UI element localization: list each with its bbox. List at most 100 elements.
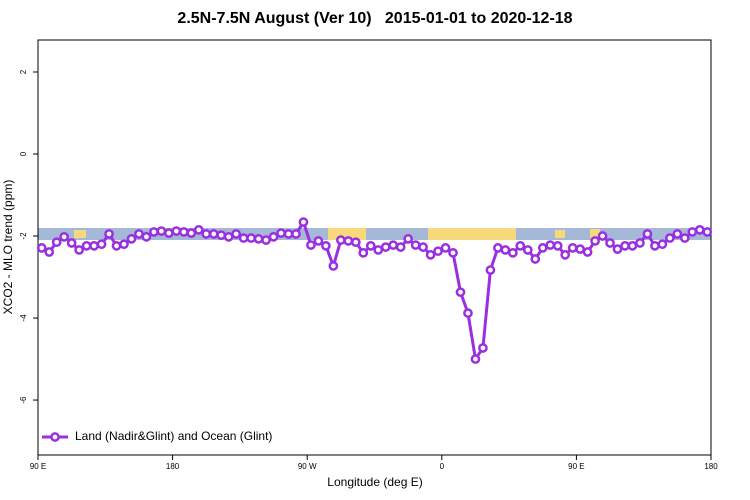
- land-patch: [74, 230, 86, 238]
- data-point: [89, 241, 99, 251]
- data-point: [380, 242, 391, 252]
- data-point: [672, 229, 683, 239]
- data-point: [560, 250, 571, 260]
- data-point: [567, 243, 578, 253]
- data-point: [126, 234, 137, 244]
- data-point: [500, 245, 511, 255]
- data-point: [231, 229, 242, 239]
- data-point: [201, 229, 212, 239]
- data-point: [388, 240, 399, 250]
- data-point: [545, 240, 556, 250]
- data-point: [642, 229, 653, 239]
- data-point: [111, 241, 122, 251]
- data-point: [74, 245, 84, 255]
- data-point: [620, 241, 630, 251]
- land-patch: [428, 228, 516, 240]
- data-point: [537, 243, 548, 253]
- data-point: [164, 228, 174, 238]
- data-point: [530, 254, 541, 264]
- data-point: [650, 241, 660, 251]
- data-point: [343, 236, 354, 246]
- data-point: [418, 242, 428, 252]
- data-point: [238, 233, 249, 243]
- data-point: [321, 241, 331, 251]
- data-point: [44, 247, 55, 257]
- data-point: [358, 247, 369, 258]
- x-tick-label: 180: [166, 462, 180, 471]
- data-point: [81, 241, 92, 251]
- data-point: [66, 238, 77, 248]
- data-point: [470, 354, 481, 364]
- x-tick-label: 0: [440, 462, 445, 471]
- data-point: [612, 244, 623, 254]
- data-point: [208, 229, 219, 239]
- data-point: [635, 238, 645, 248]
- legend-marker: [50, 432, 60, 442]
- data-point: [186, 228, 197, 238]
- data-point: [365, 241, 376, 251]
- x-tick-label: 90 E: [568, 462, 584, 471]
- data-point: [679, 233, 690, 243]
- land-patch: [555, 230, 565, 238]
- data-point: [268, 231, 279, 242]
- data-point: [627, 241, 638, 251]
- data-point: [336, 235, 346, 245]
- x-axis-label: Longitude (deg E): [327, 475, 422, 489]
- data-point: [485, 265, 496, 275]
- x-tick-label: 180: [704, 462, 718, 471]
- data-point: [246, 233, 256, 243]
- data-point: [657, 239, 668, 250]
- data-point: [373, 245, 384, 255]
- data-point: [425, 250, 436, 260]
- data-point: [605, 238, 615, 248]
- chart-title: 2.5N-7.5N August (Ver 10) 2015-01-01 to …: [177, 10, 572, 27]
- x-tick-label: 90 E: [30, 462, 46, 471]
- data-point: [522, 245, 533, 255]
- data-point: [119, 239, 129, 250]
- legend-label: Land (Nadir&Glint) and Ocean (Glint): [75, 429, 272, 443]
- data-point: [590, 236, 600, 246]
- data-point: [478, 343, 488, 353]
- data-point: [313, 236, 324, 246]
- data-point: [141, 231, 152, 242]
- y-tick-label: 2: [19, 69, 28, 74]
- data-point: [515, 241, 526, 251]
- data-point: [291, 229, 301, 239]
- data-point: [552, 241, 563, 251]
- data-point: [507, 247, 518, 258]
- data-point: [216, 230, 227, 241]
- data-point: [156, 226, 167, 236]
- data-point: [298, 217, 309, 227]
- y-tick-label: -6: [19, 396, 28, 404]
- data-point: [253, 234, 264, 244]
- data-point: [283, 229, 294, 239]
- data-point: [455, 287, 466, 298]
- data-point: [702, 227, 713, 237]
- data-point: [582, 247, 593, 257]
- data-point: [104, 229, 114, 239]
- data-point: [410, 240, 421, 250]
- data-point: [403, 234, 413, 244]
- data-point: [493, 243, 503, 253]
- data-point: [597, 231, 608, 241]
- data-point: [433, 246, 443, 257]
- y-tick-label: -4: [19, 314, 28, 322]
- y-tick-label: -2: [19, 232, 28, 240]
- data-point: [149, 227, 159, 237]
- data-point: [463, 308, 473, 318]
- data-point: [395, 242, 406, 252]
- data-point: [306, 240, 316, 250]
- data-point: [59, 231, 70, 242]
- y-tick-label: 0: [19, 151, 28, 156]
- data-point: [328, 261, 339, 271]
- data-point: [575, 244, 585, 254]
- data-point: [687, 227, 698, 237]
- data-point: [36, 243, 47, 253]
- data-point: [448, 247, 458, 258]
- data-point: [96, 239, 107, 250]
- land-patch: [590, 229, 600, 239]
- data-point: [193, 225, 204, 235]
- y-axis-label: XCO2 - MLO trend (ppm): [1, 180, 15, 315]
